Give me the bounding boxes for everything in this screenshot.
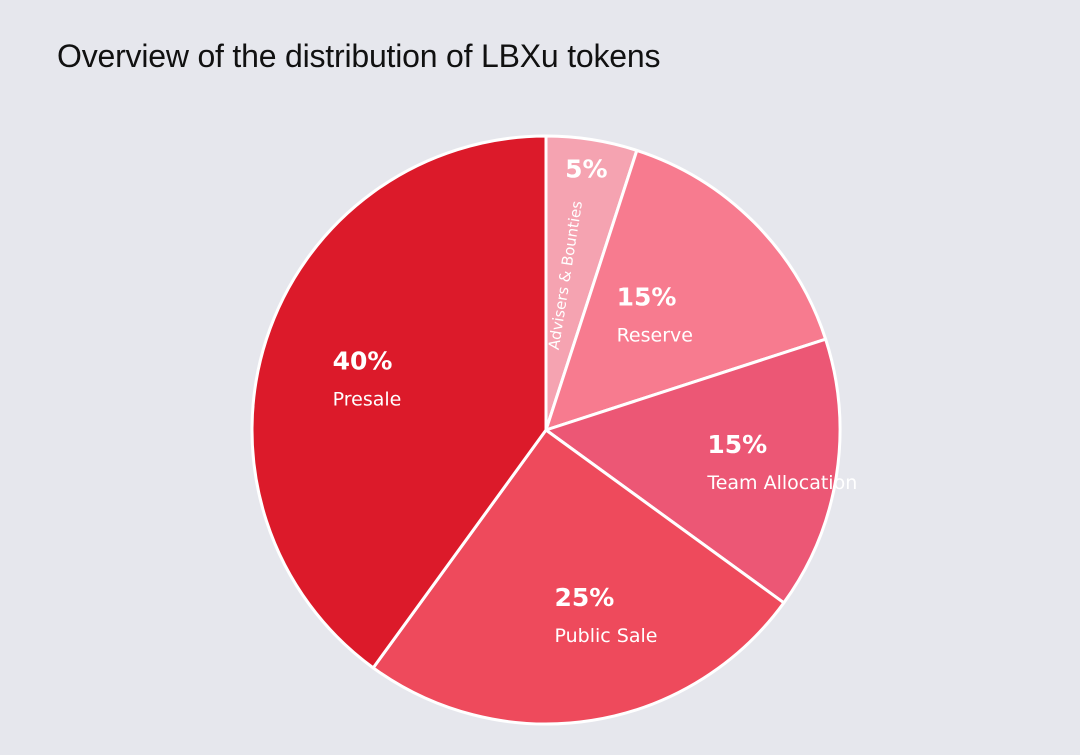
slice-label-reserve: Reserve [617, 324, 693, 346]
slice-label-team-allocation: Team Allocation [706, 472, 857, 494]
slice-presale [250, 134, 548, 670]
slice-label-presale: Presale [333, 389, 402, 411]
slice-value-advisers-and-bounties: 5% [565, 155, 607, 184]
slice-public-sale [371, 428, 786, 726]
slice-value-team-allocation: 15% [707, 430, 767, 459]
slice-label-public-sale: Public Sale [555, 625, 658, 647]
pie-slices [250, 134, 842, 726]
slice-value-public-sale: 25% [555, 583, 615, 612]
chart-title: Overview of the distribution of LBXu tok… [57, 38, 661, 74]
slice-team-allocation [544, 337, 842, 605]
slice-reserve [544, 148, 828, 432]
slice-value-presale: 40% [333, 347, 393, 376]
slice-value-reserve: 15% [617, 282, 677, 311]
